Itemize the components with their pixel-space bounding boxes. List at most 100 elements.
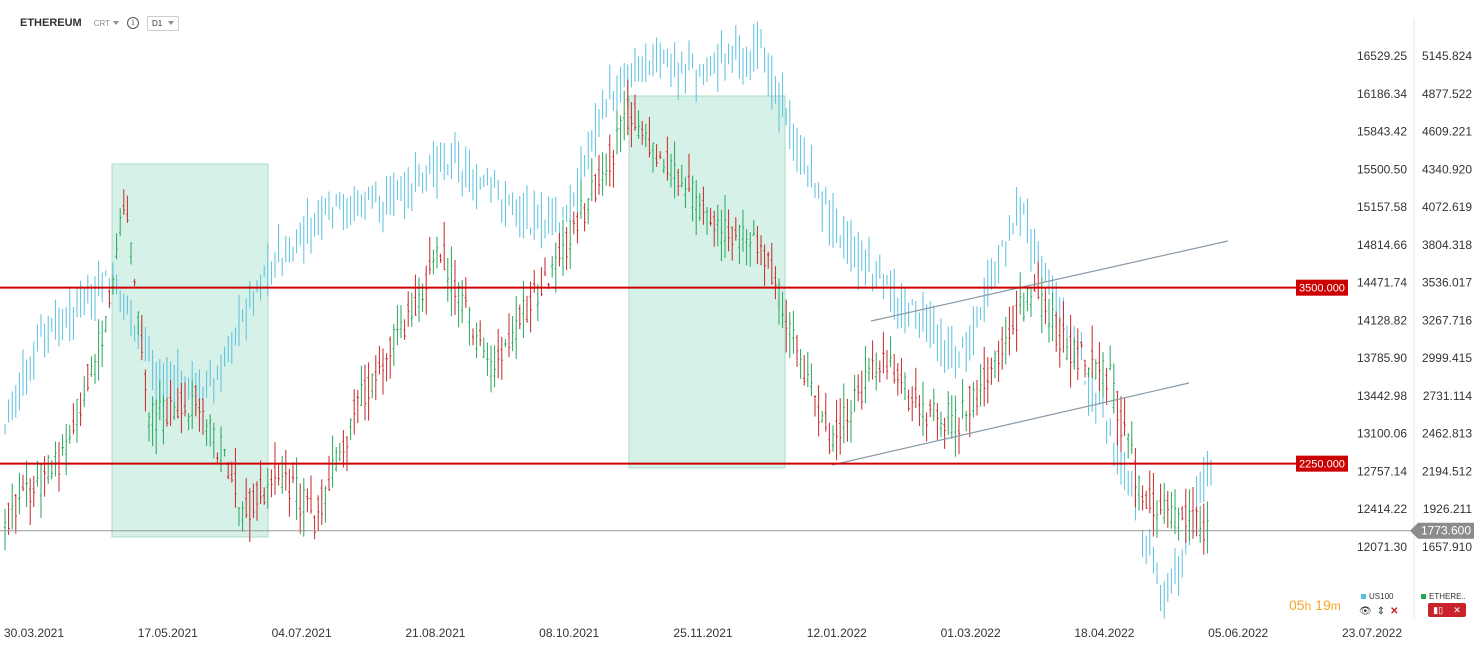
eth-candle bbox=[209, 414, 212, 447]
chart-type-dropdown[interactable]: CRT bbox=[94, 19, 120, 28]
eth-candle bbox=[1047, 298, 1051, 343]
sort-icon[interactable]: ⇕ bbox=[1376, 606, 1386, 617]
eth-candle bbox=[83, 376, 86, 408]
eth-candle bbox=[137, 311, 140, 336]
highlight-zone[interactable] bbox=[111, 163, 269, 538]
eth-candle bbox=[813, 395, 817, 417]
trendline[interactable] bbox=[870, 240, 1229, 322]
eth-candle bbox=[543, 257, 547, 277]
us100-tick-label: 15157.58 bbox=[1357, 200, 1407, 214]
eth-candle bbox=[774, 266, 777, 300]
eth-candle bbox=[594, 173, 597, 203]
eth-candle bbox=[345, 436, 349, 472]
eth-candle bbox=[824, 392, 827, 432]
eth-candle bbox=[223, 448, 226, 457]
eth-candle bbox=[144, 369, 147, 412]
eth-candle bbox=[889, 336, 892, 368]
eth-candle bbox=[471, 328, 475, 346]
eth-candle bbox=[817, 385, 820, 437]
eth-candle bbox=[918, 395, 921, 426]
eth-candle bbox=[1199, 505, 1202, 543]
date-tick-label: 17.05.2021 bbox=[138, 626, 198, 640]
eth-candle bbox=[227, 461, 230, 479]
legend-eth-label: ETHERE.. bbox=[1429, 592, 1466, 601]
us100-controls: 👁 ⇕ ✕ bbox=[1359, 606, 1398, 617]
eth-candle bbox=[389, 336, 392, 379]
eth-candle bbox=[108, 289, 111, 308]
legend-us100[interactable]: US100 bbox=[1361, 592, 1393, 601]
eth-candle bbox=[867, 357, 871, 382]
eth-controls[interactable]: ▮▯ ✕ bbox=[1428, 603, 1466, 617]
eth-candle bbox=[277, 463, 280, 486]
eye-icon[interactable]: 👁 bbox=[1359, 606, 1372, 617]
eth-candle bbox=[853, 374, 856, 413]
eth-candle bbox=[504, 339, 507, 348]
eth-candle bbox=[212, 422, 215, 459]
info-icon[interactable]: i bbox=[127, 17, 140, 29]
eth-tick-label: 2194.512 bbox=[1422, 464, 1472, 478]
candles-icon[interactable]: ▮▯ bbox=[1433, 604, 1444, 615]
eth-candle bbox=[374, 355, 377, 401]
eth-candle bbox=[1148, 470, 1151, 514]
eth-candle bbox=[1166, 490, 1169, 528]
eth-candle bbox=[248, 488, 251, 543]
eth-candle bbox=[893, 353, 896, 384]
eth-candle bbox=[360, 365, 363, 407]
close-icon[interactable]: ✕ bbox=[1390, 606, 1399, 617]
eth-candle bbox=[399, 305, 403, 339]
eth-candle bbox=[1011, 305, 1015, 335]
eth-candle bbox=[183, 382, 187, 417]
eth-candle bbox=[338, 442, 341, 462]
eth-candle bbox=[18, 472, 21, 515]
eth-candle bbox=[551, 256, 554, 278]
eth-candle bbox=[1076, 328, 1079, 381]
eth-candle bbox=[590, 158, 593, 202]
level-label: 3500.000 bbox=[1299, 283, 1345, 295]
eth-candle bbox=[587, 197, 590, 225]
eth-candle bbox=[637, 110, 640, 139]
eth-candle bbox=[1094, 359, 1097, 380]
eth-candle bbox=[507, 313, 511, 358]
highlight-zone[interactable] bbox=[628, 95, 786, 469]
eth-candle bbox=[1044, 288, 1047, 325]
eth-candle bbox=[1188, 489, 1191, 541]
eth-candle bbox=[57, 441, 61, 492]
eth-candle bbox=[684, 176, 687, 209]
eth-candle bbox=[1080, 341, 1083, 348]
us100-tick-label: 13100.06 bbox=[1357, 427, 1407, 441]
eth-candle bbox=[961, 379, 964, 419]
eth-candle bbox=[583, 203, 586, 232]
timeframe-label: D1 bbox=[152, 18, 163, 28]
eth-candle bbox=[1155, 500, 1159, 538]
eth-candle bbox=[1073, 337, 1076, 370]
eth-candle bbox=[1026, 287, 1029, 312]
eth-candle bbox=[1177, 507, 1180, 541]
eth-candle bbox=[500, 336, 503, 380]
eth-candle bbox=[997, 340, 1000, 382]
eth-candle bbox=[561, 219, 565, 276]
timeframe-dropdown[interactable]: D1 bbox=[147, 15, 180, 31]
date-tick-label: 08.10.2021 bbox=[539, 626, 599, 640]
eth-candle bbox=[295, 457, 298, 521]
eth-candle bbox=[68, 424, 71, 444]
eth-candle bbox=[515, 296, 518, 360]
eth-candle bbox=[929, 399, 932, 418]
eth-candle bbox=[554, 242, 557, 293]
eth-candle bbox=[648, 116, 651, 158]
chevron-down-icon bbox=[113, 21, 120, 25]
eth-candle bbox=[1008, 306, 1011, 356]
eth-candle bbox=[385, 353, 388, 382]
legend-eth[interactable]: ETHERE.. bbox=[1421, 592, 1466, 601]
highlight-zones bbox=[111, 95, 786, 538]
close-icon[interactable]: ✕ bbox=[1453, 604, 1461, 615]
eth-tick-label: 1657.910 bbox=[1422, 540, 1472, 554]
eth-candle bbox=[1137, 475, 1141, 511]
date-tick-label: 23.07.2022 bbox=[1342, 626, 1402, 640]
eth-candle bbox=[633, 94, 637, 131]
eth-candle bbox=[630, 101, 633, 148]
symbol-name[interactable]: ETHEREUM bbox=[20, 17, 82, 29]
eth-candle bbox=[475, 322, 478, 359]
eth-candle bbox=[479, 320, 482, 347]
trendline[interactable] bbox=[831, 382, 1190, 466]
